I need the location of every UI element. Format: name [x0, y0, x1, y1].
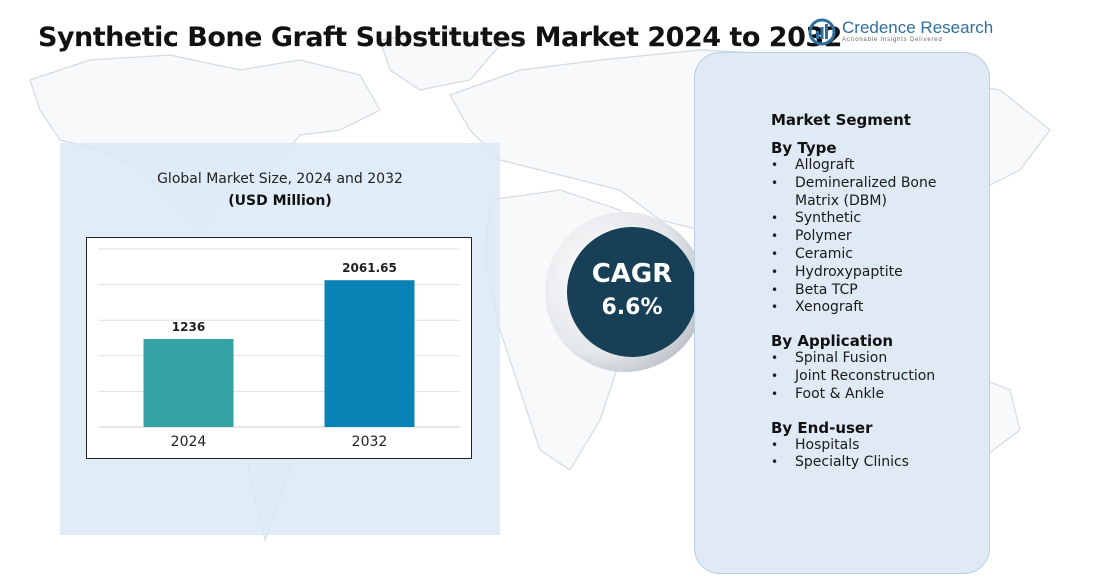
x-tick-label: 2024 [171, 434, 207, 450]
segment-group-type: By Type Allograft Demineralized Bone Mat… [771, 139, 981, 317]
chart-panel: Global Market Size, 2024 and 2032 (USD M… [60, 143, 500, 535]
list-item: Foot & Ankle [771, 386, 981, 404]
group-title: By Type [771, 139, 837, 157]
list-item: Xenograft [771, 299, 981, 317]
list-item: Demineralized Bone Matrix (DBM) [771, 175, 981, 211]
segment-group-end-user: By End-user Hospitals Specialty Clinics [771, 419, 981, 473]
segment-heading: Market Segment [771, 111, 911, 129]
list-item: Specialty Clinics [771, 454, 981, 472]
brand-logo: Credence Research Actionable Insights De… [808, 18, 993, 48]
bar-chart: 1236 2024 2061.65 2032 [86, 237, 472, 459]
market-segment-panel: Market Segment By Type Allograft Deminer… [694, 52, 990, 574]
list-item: Ceramic [771, 246, 981, 264]
cagr-badge: CAGR 6.6% [540, 200, 720, 380]
list-item: Hydroxypaptite [771, 264, 981, 282]
chart-unit-label: (USD Million) [228, 193, 332, 209]
bar-2024 [143, 338, 234, 427]
list-item: Beta TCP [771, 282, 981, 300]
page-title: Synthetic Bone Graft Substitutes Market … [38, 22, 842, 53]
list-item: Allograft [771, 157, 981, 175]
group-title: By End-user [771, 418, 873, 437]
bar-2032 [324, 280, 415, 427]
data-label: 2061.65 [342, 261, 397, 275]
data-label: 1236 [172, 320, 205, 334]
cagr-circle: CAGR 6.6% [567, 227, 697, 357]
list-item: Synthetic [771, 210, 981, 228]
x-tick-label: 2032 [352, 434, 388, 450]
logo-bars-icon [808, 18, 836, 46]
group-title: By Application [771, 332, 894, 351]
list-item: Hospitals [771, 437, 981, 455]
cagr-value: 6.6% [601, 295, 663, 320]
logo-name: Credence Research [842, 18, 994, 37]
list-item: Polymer [771, 228, 981, 246]
list-item: Spinal Fusion [771, 350, 981, 368]
segment-group-application: By Application Spinal Fusion Joint Recon… [771, 332, 981, 403]
list-item: Joint Reconstruction [771, 368, 981, 386]
logo-tagline: Actionable Insights Delivered [842, 37, 943, 43]
cagr-label: CAGR [591, 259, 673, 289]
chart-subtitle: Global Market Size, 2024 and 2032 [157, 171, 403, 187]
